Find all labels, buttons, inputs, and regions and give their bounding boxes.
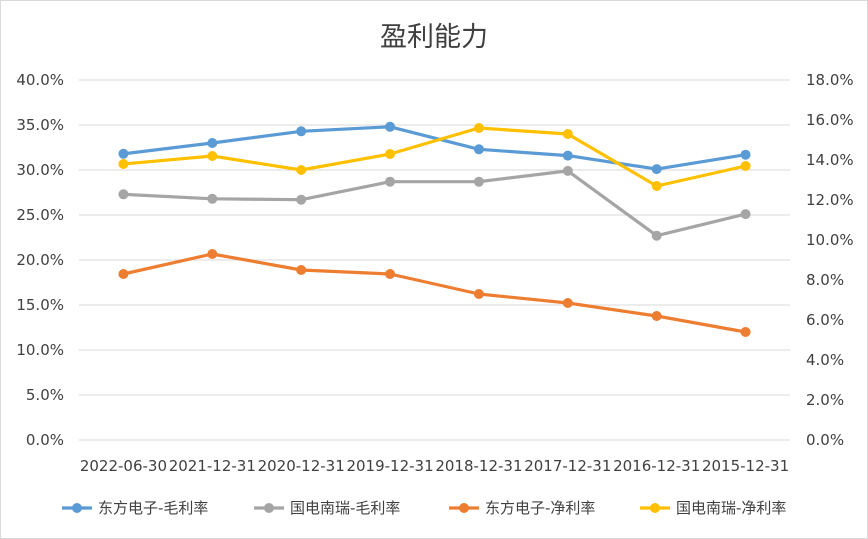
series-line — [121, 169, 748, 238]
legend-marker — [650, 503, 660, 513]
right-tick-label: 12.0% — [806, 191, 854, 209]
data-point — [207, 249, 218, 259]
right-tick-label: 4.0% — [806, 351, 844, 369]
data-point — [118, 159, 129, 169]
legend-item: 国电南瑞-净利率 — [640, 499, 786, 517]
left-tick-label: 0.0% — [26, 431, 64, 449]
data-point — [473, 144, 484, 155]
data-point — [473, 123, 484, 133]
data-point — [296, 194, 307, 205]
data-point — [740, 209, 751, 220]
data-point — [562, 129, 573, 139]
data-point — [740, 327, 751, 337]
left-tick-label: 40.0% — [16, 71, 64, 89]
data-point — [207, 151, 218, 161]
data-point — [385, 269, 396, 279]
data-point — [296, 126, 307, 137]
x-tick-label: 2017-12-31 — [524, 457, 611, 475]
data-point — [562, 165, 573, 176]
data-point — [207, 193, 218, 204]
series-line — [121, 125, 748, 171]
right-axis: 0.0% 2.0% 4.0% 6.0% 8.0% 10.0% 12.0% 14.0% 16.0%… — [806, 71, 854, 449]
right-tick-label: 10.0% — [806, 231, 854, 249]
x-tick-label: 2018-12-31 — [435, 457, 522, 475]
data-point — [385, 176, 396, 187]
x-tick-label: 2020-12-31 — [258, 457, 345, 475]
series-1 — [118, 121, 751, 175]
series-line — [121, 252, 748, 334]
legend-item: 东方电子-毛利率 — [62, 499, 208, 517]
legend-label: 国电南瑞-毛利率 — [290, 499, 400, 517]
chart-title: 盈利能力 — [380, 22, 488, 53]
legend-label: 东方电子-毛利率 — [98, 499, 208, 517]
data-point — [118, 269, 129, 279]
legend-marker — [459, 503, 469, 513]
x-tick-label: 2016-12-31 — [613, 457, 700, 475]
right-tick-label: 2.0% — [806, 391, 844, 409]
data-point — [562, 150, 573, 161]
right-tick-label: 14.0% — [806, 151, 854, 169]
left-tick-label: 35.0% — [16, 116, 64, 134]
data-point — [118, 148, 129, 159]
data-point — [118, 189, 129, 200]
series-group — [118, 121, 751, 337]
data-point — [651, 311, 662, 321]
data-point — [473, 289, 484, 299]
data-point — [385, 121, 396, 132]
left-tick-label: 20.0% — [16, 251, 64, 269]
right-tick-label: 16.0% — [806, 111, 854, 129]
data-point — [207, 138, 218, 148]
series-4 — [118, 123, 751, 191]
legend-label: 国电南瑞-净利率 — [676, 499, 786, 517]
data-point — [473, 176, 484, 187]
x-tick-label: 2019-12-31 — [346, 457, 433, 475]
data-point — [740, 161, 751, 171]
legend-label: 东方电子-净利率 — [485, 499, 595, 517]
left-tick-label: 30.0% — [16, 161, 64, 179]
gridlines — [79, 79, 790, 441]
x-axis: 2022-06-30 2021-12-31 2020-12-31 2019-12-31… — [80, 457, 789, 475]
data-point — [562, 298, 573, 308]
right-tick-label: 18.0% — [806, 71, 854, 89]
x-tick-label: 2015-12-31 — [702, 457, 789, 475]
right-tick-label: 0.0% — [806, 431, 844, 449]
legend-item: 东方电子-净利率 — [449, 499, 595, 517]
legend-item: 国电南瑞-毛利率 — [254, 499, 400, 517]
left-tick-label: 5.0% — [26, 386, 64, 404]
left-tick-label: 25.0% — [16, 206, 64, 224]
legend: 东方电子-毛利率 国电南瑞-毛利率 东方电子-净利率 国电南瑞-净利率 — [62, 499, 786, 517]
data-point — [651, 181, 662, 191]
right-tick-label: 6.0% — [806, 311, 844, 329]
x-tick-label: 2022-06-30 — [80, 457, 167, 475]
data-point — [651, 230, 662, 241]
legend-marker — [264, 503, 274, 513]
x-tick-label: 2021-12-31 — [169, 457, 256, 475]
data-point — [296, 265, 307, 275]
right-tick-label: 8.0% — [806, 271, 844, 289]
series-3 — [118, 249, 751, 337]
data-point — [651, 164, 662, 175]
series-2 — [118, 165, 751, 241]
series-line — [121, 126, 748, 188]
left-axis: 0.0% 5.0% 10.0% 15.0% 20.0% 25.0% 30.0% 35.0% 40… — [16, 71, 64, 449]
left-tick-label: 10.0% — [16, 341, 64, 359]
legend-marker — [72, 503, 82, 513]
left-tick-label: 15.0% — [16, 296, 64, 314]
data-point — [296, 165, 307, 175]
data-point — [385, 149, 396, 159]
data-point — [740, 149, 751, 160]
